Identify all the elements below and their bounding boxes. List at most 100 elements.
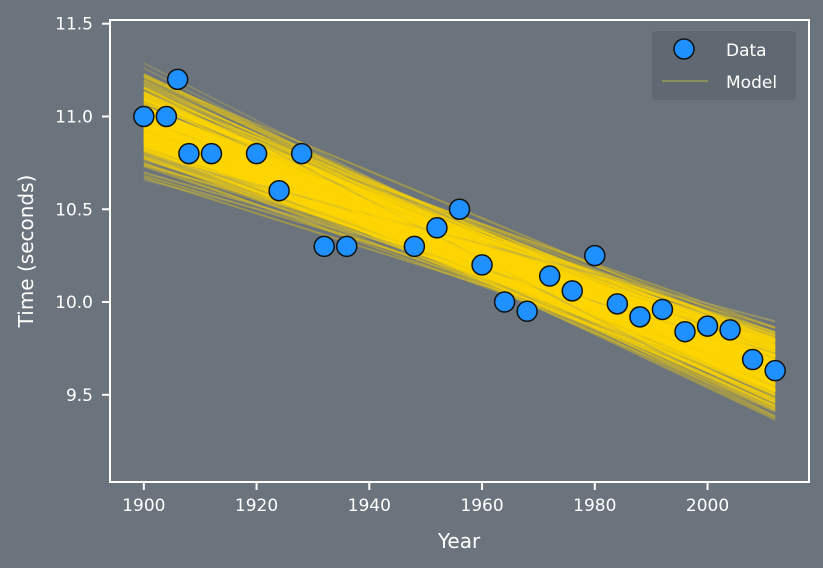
model-line (143, 144, 776, 377)
model-line (143, 87, 776, 368)
model-line (143, 124, 776, 378)
model-line (143, 128, 776, 391)
model-line (143, 123, 776, 383)
model-line (143, 139, 776, 373)
y-tick-label: 9.5 (66, 386, 93, 406)
model-line (143, 117, 776, 419)
data-point (764, 359, 786, 382)
model-line (143, 145, 776, 392)
model-line (143, 136, 776, 375)
model-line (143, 129, 776, 358)
model-line (143, 148, 776, 383)
model-line (143, 154, 776, 356)
model-line (143, 129, 776, 407)
model-line (143, 132, 776, 373)
model-line (143, 135, 776, 358)
x-tick-label: 1960 (460, 496, 503, 516)
model-line (143, 142, 776, 375)
model-line (143, 115, 776, 386)
model-line (143, 125, 776, 378)
model-line (143, 114, 776, 401)
model-line (143, 121, 776, 359)
x-tick-label: 1920 (235, 496, 278, 516)
model-line (143, 123, 776, 385)
model-line (143, 147, 776, 390)
model-line (143, 94, 776, 396)
model-line (143, 121, 776, 383)
model-line (143, 93, 776, 392)
model-line (143, 127, 776, 411)
data-point (629, 306, 651, 328)
model-line (143, 162, 776, 393)
y-tick-label: 11.5 (55, 15, 93, 35)
model-line (143, 148, 776, 388)
x-axis: 1900 1920 1940 1960 1980 2000 (122, 482, 729, 516)
model-line (143, 73, 776, 376)
model-line (143, 132, 776, 387)
model-line (143, 140, 776, 393)
model-line (143, 140, 776, 357)
model-line (143, 133, 776, 362)
model-line (143, 174, 776, 366)
model-line (143, 153, 776, 323)
model-line (143, 140, 776, 364)
model-line (143, 120, 776, 381)
model-line (143, 137, 776, 377)
model-line (143, 136, 776, 362)
model-line (143, 96, 776, 363)
data-point (696, 315, 719, 337)
model-line (143, 142, 776, 366)
data-point (426, 217, 448, 239)
model-line (143, 124, 776, 403)
model-line (143, 137, 776, 369)
model-line (143, 138, 776, 357)
model-line (143, 82, 776, 413)
model-line (143, 132, 776, 384)
model-line (143, 132, 776, 380)
model-line (143, 138, 776, 384)
model-line (143, 132, 776, 393)
model-line (143, 139, 776, 362)
model-line (143, 152, 776, 356)
model-line (143, 156, 776, 367)
x-tick-label: 1980 (573, 496, 616, 516)
model-line (143, 79, 776, 386)
model-line (143, 118, 776, 352)
model-line (143, 129, 776, 396)
model-line (143, 98, 776, 372)
model-line (143, 124, 776, 385)
x-tick-label: 2000 (686, 496, 729, 516)
model-line (143, 125, 776, 396)
data-point (403, 235, 426, 258)
model-line (143, 143, 776, 368)
model-line (143, 171, 776, 357)
legend: Data Model (652, 31, 796, 100)
model-line (143, 139, 776, 375)
model-line (143, 125, 776, 381)
model-line (143, 141, 776, 377)
data-point (290, 142, 313, 165)
model-line (143, 112, 776, 408)
model-line (143, 87, 776, 384)
model-line (143, 139, 776, 366)
model-line (143, 147, 776, 366)
model-line (143, 146, 776, 399)
model-line (143, 91, 776, 372)
model-line (143, 143, 776, 357)
data-point (561, 280, 583, 302)
model-line (143, 127, 776, 378)
model-line (143, 171, 776, 355)
data-point (741, 348, 764, 371)
model-line (143, 118, 776, 390)
x-tick-label: 1900 (122, 496, 165, 516)
model-line (143, 157, 776, 371)
model-line (143, 97, 776, 378)
model-line (143, 127, 776, 369)
model-line (143, 138, 776, 404)
model-line (143, 122, 776, 381)
model-line (143, 123, 776, 372)
data-point (268, 179, 290, 202)
model-line (143, 137, 776, 362)
plot-frame (109, 19, 810, 483)
